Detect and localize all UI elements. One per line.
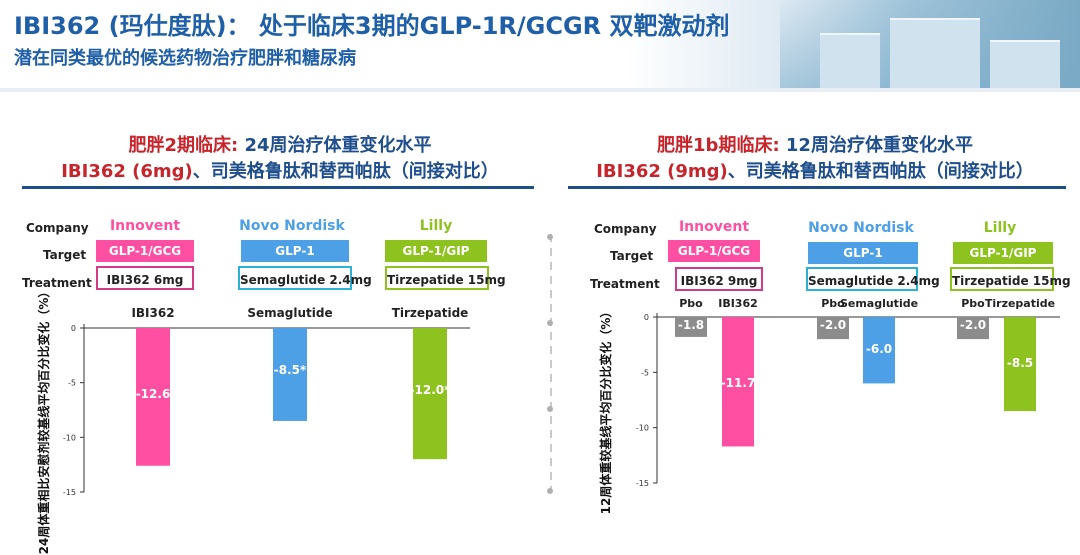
bar-tirzepatide bbox=[413, 328, 447, 460]
y-tick-label: -5 bbox=[641, 368, 649, 377]
company-lilly: Lilly bbox=[419, 218, 453, 234]
row-label-company-right: Company bbox=[594, 222, 657, 236]
left-title-underline bbox=[22, 186, 534, 189]
left-panel-subtitle: IBI362 (6mg)、司美格鲁肽和替西帕肽（间接对比） bbox=[61, 161, 499, 182]
y-tick-label: -5 bbox=[68, 379, 76, 388]
target-gip-right: GLP-1/GIP bbox=[953, 242, 1053, 264]
data-label: -8.5* bbox=[274, 363, 307, 377]
data-label: -11.7 bbox=[721, 376, 756, 390]
company-novo-nordisk: Novo Nordisk bbox=[239, 218, 345, 234]
bar-pbo bbox=[957, 317, 989, 340]
data-label: -2.0 bbox=[960, 318, 986, 332]
category-label: Pbo bbox=[679, 297, 703, 310]
target-glp1-right: GLP-1 bbox=[808, 242, 918, 264]
divider-dot bbox=[547, 320, 553, 326]
data-label: -1.8 bbox=[678, 318, 704, 332]
bar-ibi362 bbox=[136, 328, 170, 466]
bar-tirzepatide bbox=[1004, 317, 1036, 412]
row-label-target-right: Target bbox=[610, 249, 654, 263]
row-label-treatment-right: Treatment bbox=[590, 277, 660, 291]
y-tick-label: -15 bbox=[63, 488, 76, 497]
bar-semaglutide bbox=[273, 328, 307, 421]
data-label: -8.5 bbox=[1007, 356, 1033, 370]
category-label: IBI362 bbox=[131, 306, 174, 320]
page-title: IBI362 (玛仕度肽)： 处于临床3期的GLP-1R/GCGR 双靶激动剂 bbox=[14, 12, 730, 40]
target-gcg-right: GLP-1/GCG bbox=[668, 240, 760, 262]
bar-ibi362 bbox=[722, 317, 754, 447]
company-innovent: Innovent bbox=[109, 218, 181, 234]
target-gcg: GLP-1/GCG bbox=[96, 240, 194, 262]
category-label: Tirzepatide bbox=[392, 306, 469, 320]
category-label: IBI362 bbox=[718, 297, 758, 310]
divider-dot bbox=[547, 488, 553, 494]
right-title-underline bbox=[568, 186, 1066, 189]
divider-dot bbox=[547, 234, 553, 240]
bar-pbo bbox=[817, 317, 849, 340]
category-label: Pbo bbox=[821, 297, 845, 310]
y-tick-label: 0 bbox=[644, 313, 649, 322]
row-label-treatment: Treatment bbox=[22, 276, 92, 290]
data-label: -12.0* bbox=[410, 383, 452, 397]
treatment-semaglutide-right: Semaglutide 2.4mg bbox=[806, 267, 940, 291]
data-label: -12.6 bbox=[136, 387, 171, 401]
category-label: Semaglutide bbox=[247, 306, 332, 320]
divider-dot bbox=[547, 406, 553, 412]
y-tick-label: -10 bbox=[63, 433, 76, 442]
building-photo bbox=[780, 0, 1080, 90]
category-label: Tirzepatide bbox=[985, 297, 1055, 310]
treatment-tirzepatide: Tirzepatide 15mg bbox=[385, 266, 506, 290]
y-tick-label: -10 bbox=[636, 424, 649, 433]
bar-semaglutide bbox=[863, 317, 895, 384]
treatment-semaglutide: Semaglutide 2.4mg bbox=[238, 266, 372, 290]
row-label-target: Target bbox=[43, 248, 87, 262]
category-label: Semaglutide bbox=[840, 297, 918, 310]
company-innovent-right: Innovent bbox=[678, 219, 750, 235]
header-banner: IBI362 (玛仕度肽)： 处于临床3期的GLP-1R/GCGR 双靶激动剂 … bbox=[0, 0, 1080, 90]
treatment-tirzepatide-right: Tirzepatide 15mg bbox=[950, 267, 1071, 291]
y-axis-title: 12周体重较基线平均百分比变化（%） bbox=[598, 306, 613, 515]
treatment-ibi362: IBI362 6mg bbox=[96, 266, 194, 290]
header-divider bbox=[0, 88, 1080, 92]
treatment-ibi362-right: IBI362 9mg bbox=[675, 267, 763, 291]
company-novo-nordisk-right: Novo Nordisk bbox=[808, 220, 914, 236]
data-label: -6.0 bbox=[866, 342, 892, 356]
company-lilly-right: Lilly bbox=[983, 220, 1017, 236]
y-axis-title: 24周体重相比安慰剂较基线平均百分比变化（%） bbox=[36, 286, 51, 555]
right-panel-title: 肥胖1b期临床: 12周治疗体重变化水平 bbox=[657, 135, 973, 156]
left-panel-title: 肥胖2期临床: 24周治疗体重变化水平 bbox=[128, 135, 432, 156]
row-label-company: Company bbox=[26, 221, 89, 235]
target-gip: GLP-1/GIP bbox=[385, 240, 487, 262]
y-tick-label: 0 bbox=[71, 324, 76, 333]
y-tick-label: -15 bbox=[636, 479, 649, 488]
target-glp1: GLP-1 bbox=[241, 240, 349, 262]
bar-pbo bbox=[675, 317, 707, 337]
right-panel-subtitle: IBI362 (9mg)、司美格鲁肽和替西帕肽（间接对比） bbox=[596, 161, 1034, 182]
page-subtitle: 潜在同类最优的候选药物治疗肥胖和糖尿病 bbox=[14, 48, 356, 69]
data-label: -2.0 bbox=[820, 318, 846, 332]
panel-divider bbox=[550, 234, 552, 492]
category-label: Pbo bbox=[961, 297, 985, 310]
